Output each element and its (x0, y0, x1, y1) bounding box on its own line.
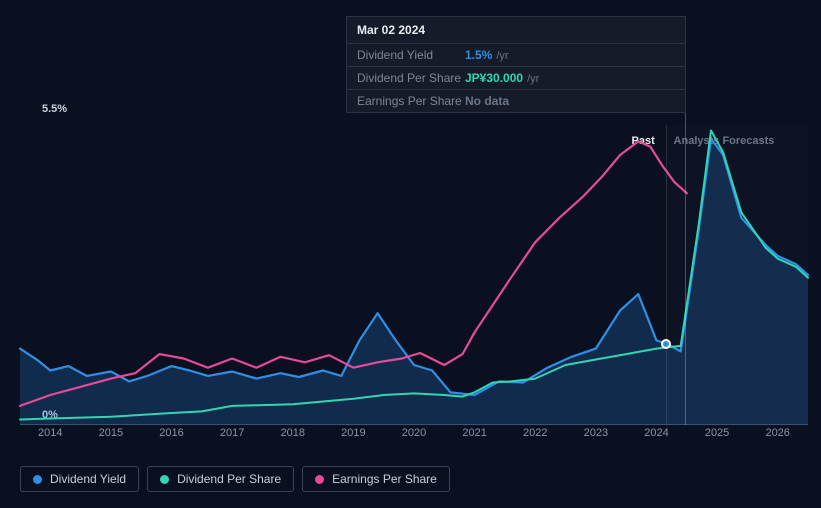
tooltip-row: Earnings Per ShareNo data (347, 90, 685, 112)
tooltip-row-label: Dividend Per Share (357, 71, 465, 85)
tooltip-row-label: Earnings Per Share (357, 94, 465, 108)
legend-dot-icon (315, 475, 324, 484)
x-axis-tick: 2020 (402, 427, 426, 439)
tooltip-row-unit: /yr (527, 73, 539, 85)
chart-plot-area[interactable]: Past Analysts Forecasts (20, 125, 808, 425)
legend-label: Dividend Yield (50, 472, 126, 486)
tooltip-row-label: Dividend Yield (357, 48, 465, 62)
x-axis-tick: 2024 (644, 427, 668, 439)
x-axis-tick: 2025 (705, 427, 729, 439)
tooltip-row-value: JP¥30.000 (465, 71, 523, 85)
x-axis-tick: 2026 (765, 427, 789, 439)
legend-item-earnings_per_share[interactable]: Earnings Per Share (302, 466, 450, 492)
x-axis-tick: 2015 (99, 427, 123, 439)
x-axis-tick: 2018 (281, 427, 305, 439)
x-axis-tick: 2014 (38, 427, 62, 439)
tooltip-row-unit: /yr (496, 50, 508, 62)
legend-dot-icon (160, 475, 169, 484)
tooltip-marker (661, 339, 671, 349)
x-axis-labels: 2014 2015 2016 2017 2018 2019 2020 2021 2022 2023… (20, 427, 808, 441)
tooltip-row: Dividend Yield1.5% /yr (347, 44, 685, 67)
legend-label: Earnings Per Share (332, 472, 437, 486)
x-axis-tick: 2019 (341, 427, 365, 439)
legend: Dividend Yield Dividend Per Share Earnings… (20, 466, 450, 492)
legend-item-dividend_yield[interactable]: Dividend Yield (20, 466, 139, 492)
x-axis-tick: 2016 (159, 427, 183, 439)
tooltip-date: Mar 02 2024 (347, 17, 685, 44)
x-axis-tick: 2022 (523, 427, 547, 439)
legend-item-dividend_per_share[interactable]: Dividend Per Share (147, 466, 294, 492)
legend-label: Dividend Per Share (177, 472, 281, 486)
y-axis-top-label: 5.5% (42, 103, 67, 115)
legend-dot-icon (33, 475, 42, 484)
x-axis-tick: 2023 (584, 427, 608, 439)
tooltip-row: Dividend Per ShareJP¥30.000/yr (347, 67, 685, 90)
x-axis-tick: 2017 (220, 427, 244, 439)
tooltip-row-value: No data (465, 94, 509, 108)
chart-svg (20, 125, 808, 425)
chart-container: 5.5% 0% Past Analysts Forecasts 20142015… (20, 105, 808, 435)
x-axis-tick: 2021 (462, 427, 486, 439)
tooltip-row-value: 1.5% (465, 48, 492, 62)
tooltip-panel: Mar 02 2024 Dividend Yield1.5%/yrDividen… (346, 16, 686, 113)
